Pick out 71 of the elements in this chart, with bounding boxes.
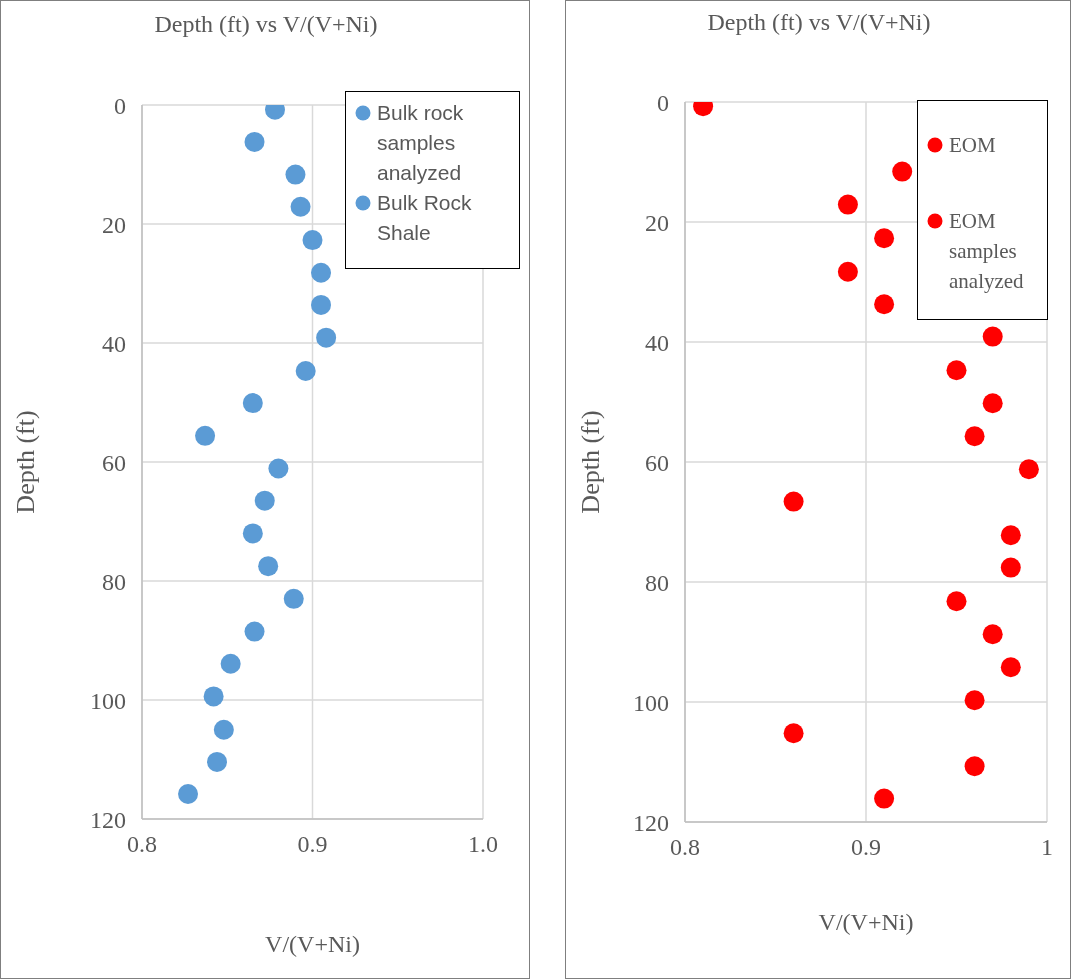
point — [1000, 657, 1021, 678]
point — [311, 294, 332, 315]
point — [982, 326, 1003, 347]
point — [295, 360, 316, 381]
point — [982, 624, 1003, 645]
point — [946, 591, 967, 612]
y-tick-label: 40 — [102, 330, 126, 357]
point — [946, 360, 967, 381]
y-axis-title: Depth (ft) — [576, 410, 606, 514]
y-tick-label: 80 — [102, 568, 126, 595]
point — [311, 262, 332, 283]
x-tick-label: 0.9 — [297, 831, 328, 858]
legend-label: EOM — [949, 132, 996, 159]
point — [316, 327, 337, 348]
point — [982, 393, 1003, 414]
point — [964, 426, 985, 447]
point — [290, 196, 311, 217]
x-tick-label: 1.0 — [468, 831, 498, 858]
point — [244, 621, 265, 642]
y-tick-label: 0 — [114, 92, 126, 119]
chart-title: Depth (ft) vs V/(V+Ni) — [153, 11, 379, 38]
point — [285, 164, 306, 185]
y-tick-label: 0 — [657, 89, 669, 116]
point — [874, 228, 895, 249]
point — [1000, 525, 1021, 546]
y-tick-label: 100 — [633, 689, 669, 716]
y-tick-label: 20 — [102, 211, 126, 238]
point — [837, 261, 858, 282]
point — [874, 788, 895, 809]
legend-label: Bulk Rock Shale — [377, 190, 473, 246]
y-tick-label: 120 — [633, 809, 669, 836]
point — [195, 425, 216, 446]
point — [258, 556, 279, 577]
chart-title: Depth (ft) vs V/(V+Ni) — [706, 9, 932, 36]
point — [244, 131, 265, 152]
x-tick-label: 0.8 — [127, 831, 157, 858]
y-tick-label: 120 — [90, 806, 126, 833]
point — [964, 690, 985, 711]
y-tick-label: 80 — [645, 569, 669, 596]
x-tick-label: 1 — [1041, 834, 1053, 861]
point — [203, 686, 224, 707]
point — [874, 294, 895, 315]
point — [892, 161, 913, 182]
point — [178, 784, 199, 805]
point — [207, 751, 228, 772]
point — [1018, 459, 1039, 480]
point — [1000, 557, 1021, 578]
legend-label: EOM samples analyzed — [949, 208, 1025, 295]
x-tick-label: 0.9 — [851, 834, 881, 861]
y-tick-label: 20 — [645, 209, 669, 236]
point — [242, 523, 263, 544]
point — [964, 756, 985, 777]
legend-label: Bulk rock samples analyzed — [377, 100, 465, 186]
point — [213, 719, 234, 740]
point — [783, 723, 804, 744]
y-tick-label: 40 — [645, 329, 669, 356]
x-axis-title: V/(V+Ni) — [264, 931, 361, 958]
x-tick-label: 0.8 — [670, 834, 700, 861]
point — [783, 491, 804, 512]
x-axis-title: V/(V+Ni) — [817, 909, 915, 936]
point — [254, 490, 275, 511]
y-tick-label: 60 — [102, 449, 126, 476]
point — [283, 588, 304, 609]
point — [837, 194, 858, 215]
y-axis-title: Depth (ft) — [11, 410, 41, 514]
point — [242, 393, 263, 414]
y-tick-label: 60 — [645, 449, 669, 476]
y-tick-label: 100 — [90, 687, 126, 714]
point — [302, 230, 323, 251]
point — [220, 653, 241, 674]
point — [268, 458, 289, 479]
